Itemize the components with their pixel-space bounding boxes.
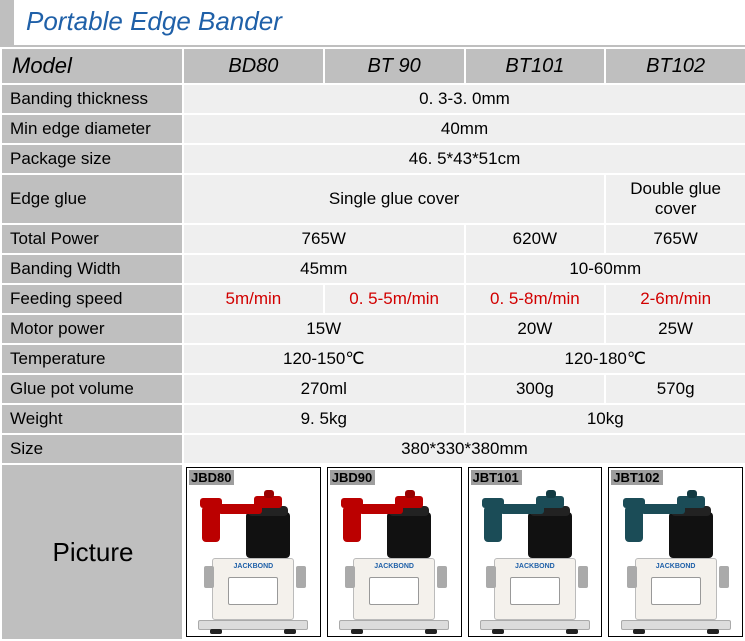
model-header-1: BT 90 <box>324 48 465 84</box>
picture-cell: JBT101JACKBOND <box>465 464 606 640</box>
table-header-row: ModelBD80BT 90BT101BT102 <box>1 48 745 84</box>
row-label: Package size <box>1 144 183 174</box>
row-label: Size <box>1 434 183 464</box>
cell-value: 10kg <box>465 404 745 434</box>
table-row: Motor power15W20W25W <box>1 314 745 344</box>
cell-value: 46. 5*43*51cm <box>183 144 745 174</box>
machine-icon: JACKBOND <box>480 484 590 634</box>
table-row: Temperature120-150℃120-180℃ <box>1 344 745 374</box>
cell-value: 5m/min <box>183 284 324 314</box>
cell-value: 20W <box>465 314 606 344</box>
title-bar: Portable Edge Bander <box>0 0 745 45</box>
table-row: Package size46. 5*43*51cm <box>1 144 745 174</box>
product-tag: JBT101 <box>471 470 522 485</box>
row-label: Weight <box>1 404 183 434</box>
row-label: Motor power <box>1 314 183 344</box>
cell-value: 0. 5-5m/min <box>324 284 465 314</box>
cell-value: 25W <box>605 314 745 344</box>
cell-value: 40mm <box>183 114 745 144</box>
row-label: Temperature <box>1 344 183 374</box>
cell-value: 120-180℃ <box>465 344 745 374</box>
model-header-3: BT102 <box>605 48 745 84</box>
cell-value: 300g <box>465 374 606 404</box>
table-row: Glue pot volume270ml300g570g <box>1 374 745 404</box>
table-row: Edge glueSingle glue coverDouble glue co… <box>1 174 745 224</box>
row-label: Min edge diameter <box>1 114 183 144</box>
model-header-2: BT101 <box>465 48 606 84</box>
row-label: Total Power <box>1 224 183 254</box>
header-label: Model <box>1 48 183 84</box>
spec-table-body: ModelBD80BT 90BT101BT102Banding thicknes… <box>1 48 745 640</box>
cell-value: 380*330*380mm <box>183 434 745 464</box>
machine-icon: JACKBOND <box>339 484 449 634</box>
picture-cell: JBD90JACKBOND <box>324 464 465 640</box>
cell-value: 2-6m/min <box>605 284 745 314</box>
picture-row-label: Picture <box>1 464 183 640</box>
cell-value: 765W <box>183 224 465 254</box>
table-row: Banding Width45mm10-60mm <box>1 254 745 284</box>
product-tag: JBT102 <box>611 470 662 485</box>
page-title: Portable Edge Bander <box>14 0 292 45</box>
product-image: JBD80JACKBOND <box>186 467 321 637</box>
spec-table: ModelBD80BT 90BT101BT102Banding thicknes… <box>0 47 745 641</box>
table-row: Size380*330*380mm <box>1 434 745 464</box>
machine-icon: JACKBOND <box>621 484 731 634</box>
cell-value: 270ml <box>183 374 465 404</box>
picture-cell: JBT102JACKBOND <box>605 464 745 640</box>
cell-value: 15W <box>183 314 465 344</box>
cell-value: 9. 5kg <box>183 404 465 434</box>
cell-value: 620W <box>465 224 606 254</box>
cell-value: 10-60mm <box>465 254 745 284</box>
cell-value: Double glue cover <box>605 174 745 224</box>
cell-value: 765W <box>605 224 745 254</box>
product-image: JBT102JACKBOND <box>608 467 743 637</box>
product-image: JBD90JACKBOND <box>327 467 462 637</box>
row-label: Feeding speed <box>1 284 183 314</box>
row-label: Banding Width <box>1 254 183 284</box>
row-label: Glue pot volume <box>1 374 183 404</box>
cell-value: 570g <box>605 374 745 404</box>
cell-value: 0. 3-3. 0mm <box>183 84 745 114</box>
machine-icon: JACKBOND <box>198 484 308 634</box>
product-tag: JBD90 <box>330 470 375 485</box>
product-tag: JBD80 <box>189 470 234 485</box>
cell-value: Single glue cover <box>183 174 605 224</box>
table-row: Total Power765W620W765W <box>1 224 745 254</box>
model-header-0: BD80 <box>183 48 324 84</box>
table-row: Weight9. 5kg10kg <box>1 404 745 434</box>
picture-row: PictureJBD80JACKBONDJBD90JACKBONDJBT101J… <box>1 464 745 640</box>
cell-value: 45mm <box>183 254 465 284</box>
row-label: Edge glue <box>1 174 183 224</box>
cell-value: 0. 5-8m/min <box>465 284 606 314</box>
table-row: Feeding speed5m/min0. 5-5m/min0. 5-8m/mi… <box>1 284 745 314</box>
product-image: JBT101JACKBOND <box>468 467 603 637</box>
picture-cell: JBD80JACKBOND <box>183 464 324 640</box>
table-row: Min edge diameter40mm <box>1 114 745 144</box>
table-row: Banding thickness0. 3-3. 0mm <box>1 84 745 114</box>
row-label: Banding thickness <box>1 84 183 114</box>
cell-value: 120-150℃ <box>183 344 465 374</box>
